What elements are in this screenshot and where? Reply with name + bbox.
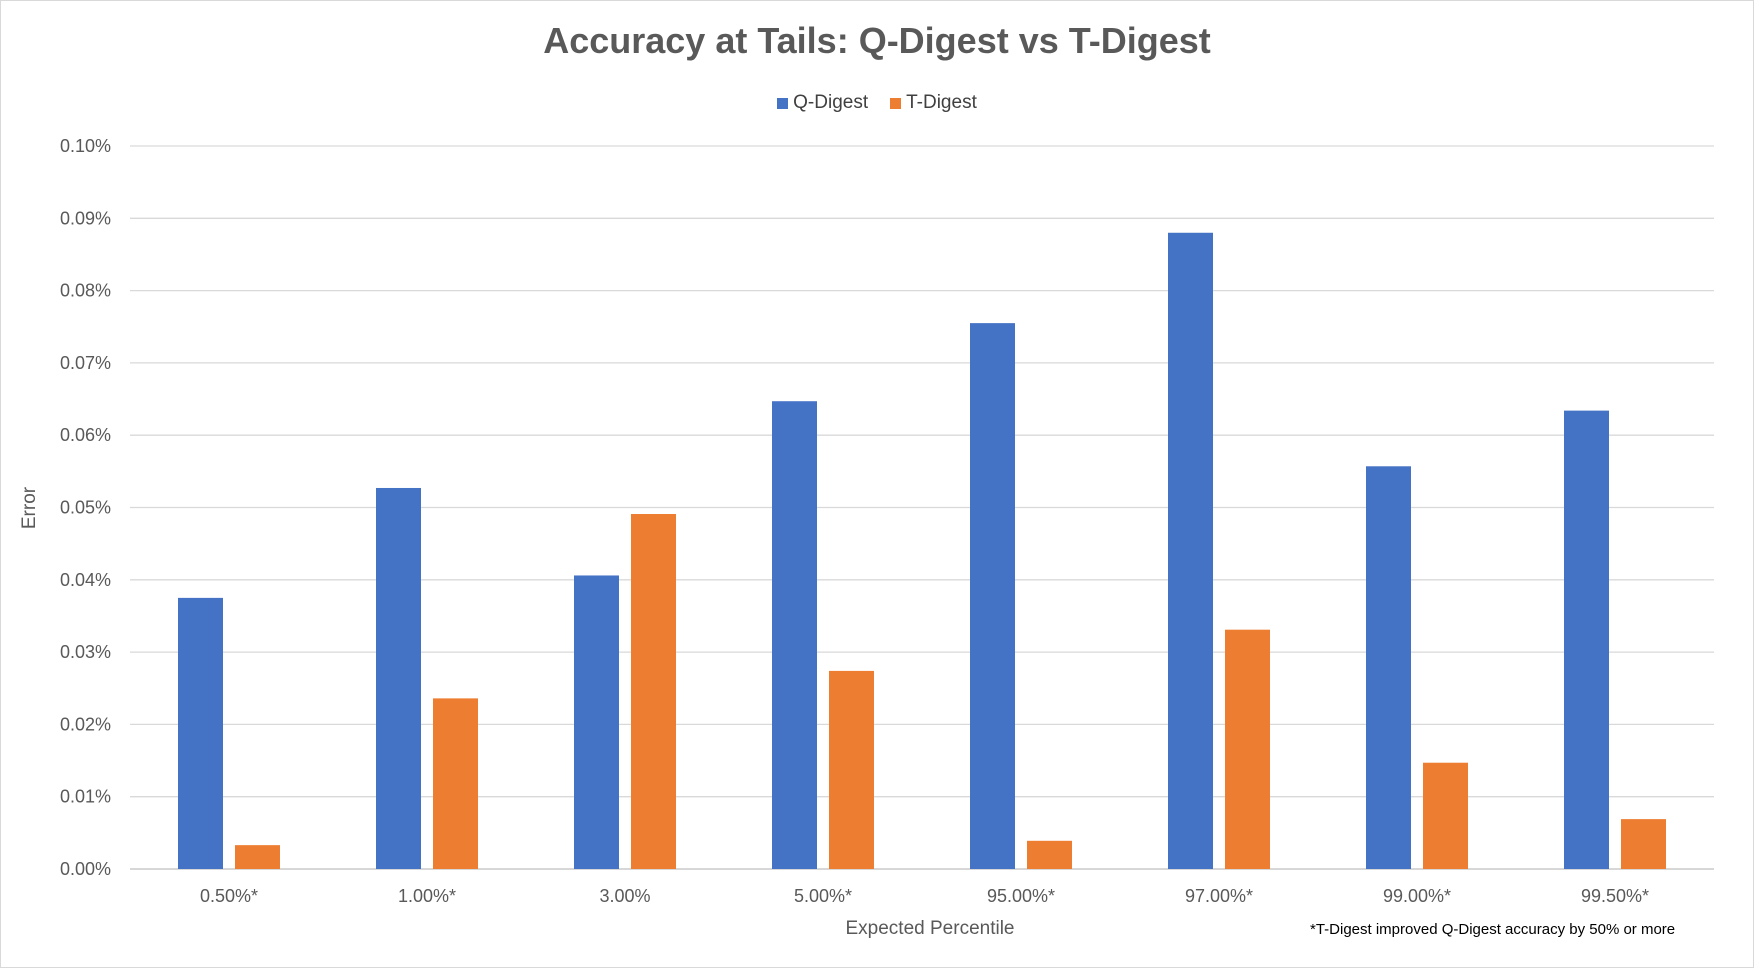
- bar-q-digest: [574, 575, 619, 869]
- x-tick-label: 5.00%*: [794, 886, 852, 906]
- bar-t-digest: [1027, 841, 1072, 869]
- y-tick-label: 0.03%: [60, 642, 111, 662]
- y-tick-label: 0.08%: [60, 281, 111, 301]
- bar-q-digest: [970, 323, 1015, 869]
- y-tick-label: 0.09%: [60, 208, 111, 228]
- y-tick-label: 0.02%: [60, 714, 111, 734]
- x-tick-label: 97.00%*: [1185, 886, 1253, 906]
- x-tick-label: 99.00%*: [1383, 886, 1451, 906]
- y-tick-label: 0.04%: [60, 570, 111, 590]
- bar-t-digest: [433, 698, 478, 869]
- bar-q-digest: [178, 598, 223, 869]
- bar-t-digest: [829, 671, 874, 869]
- x-tick-label: 95.00%*: [987, 886, 1055, 906]
- x-tick-label: 1.00%*: [398, 886, 456, 906]
- x-tick-label: 0.50%*: [200, 886, 258, 906]
- bar-q-digest: [772, 401, 817, 869]
- bar-t-digest: [1423, 763, 1468, 869]
- y-tick-label: 0.00%: [60, 859, 111, 879]
- x-tick-label: 3.00%: [599, 886, 650, 906]
- bar-q-digest: [376, 488, 421, 869]
- y-tick-label: 0.10%: [60, 136, 111, 156]
- x-tick-label: 99.50%*: [1581, 886, 1649, 906]
- bar-q-digest: [1168, 233, 1213, 869]
- bar-t-digest: [631, 514, 676, 869]
- bar-t-digest: [1621, 819, 1666, 869]
- y-tick-label: 0.01%: [60, 787, 111, 807]
- y-tick-label: 0.06%: [60, 425, 111, 445]
- bar-q-digest: [1564, 411, 1609, 869]
- y-tick-label: 0.07%: [60, 353, 111, 373]
- bar-t-digest: [1225, 630, 1270, 869]
- bar-q-digest: [1366, 466, 1411, 869]
- bar-t-digest: [235, 845, 280, 869]
- y-tick-label: 0.05%: [60, 498, 111, 518]
